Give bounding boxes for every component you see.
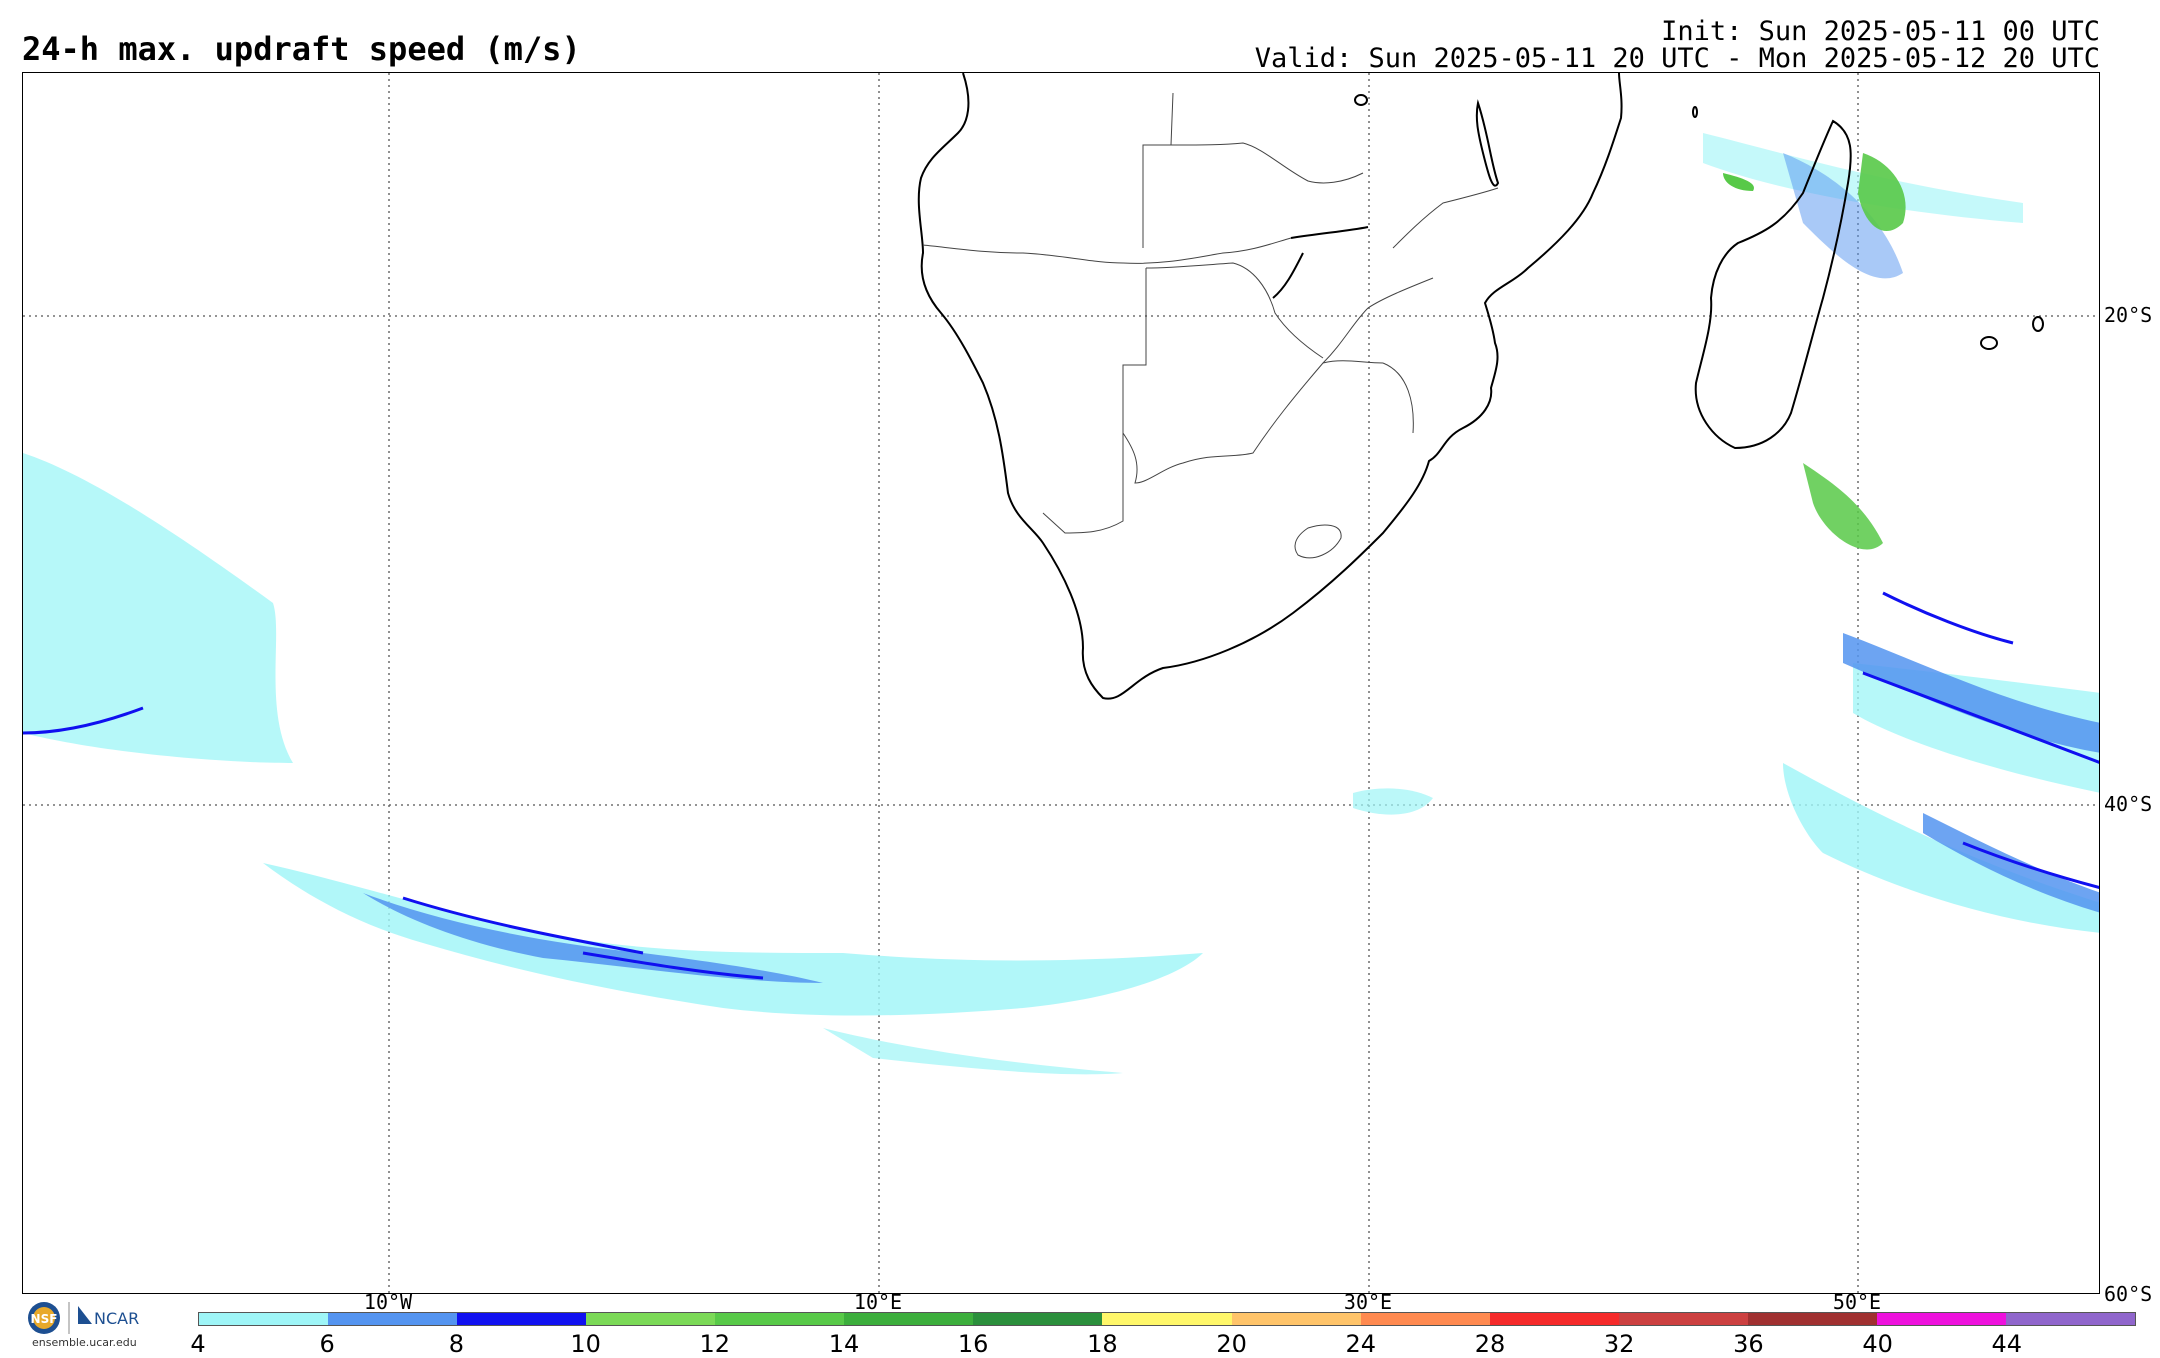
colorbar [198,1312,2136,1326]
colorbar-tick-label: 14 [828,1330,860,1358]
colorbar-segment [715,1313,845,1325]
colorbar-segment [1876,1313,2006,1325]
colorbar-tick-label: 8 [448,1330,465,1358]
colorbar-tick-label: 6 [319,1330,335,1358]
colorbar-tick-label: 16 [957,1330,989,1358]
colorbar-segment [328,1313,458,1325]
colorbar-tick-label: 20 [1216,1330,1247,1358]
colorbar-tick-label: 36 [1733,1330,1764,1358]
coastline [917,73,2044,700]
org-logo: NSF NCAR [22,1298,162,1354]
colorbar-tick-label: 44 [1991,1330,2023,1358]
colorbar-tick-label: 24 [1345,1330,1377,1358]
colorbar-segment [199,1313,329,1325]
country-borders [922,92,1499,559]
colorbar-segment [1489,1313,1619,1325]
colorbar-tick-label: 12 [699,1330,731,1358]
colorbar-segment [1102,1313,1232,1325]
colorbar-tick-label: 40 [1862,1330,1893,1358]
colorbar-segment [1747,1313,1877,1325]
map-title: 24-h max. updraft speed (m/s) [22,30,581,68]
lat-label-20s: 20°S [2104,303,2153,327]
colorbar-tick-label: 10 [570,1330,601,1358]
logo-url: ensemble.ucar.edu [32,1336,137,1349]
init-time: Init: Sun 2025-05-11 00 UTC [1661,16,2100,47]
colorbar-segment [457,1313,587,1325]
map-area[interactable] [22,72,2100,1294]
lat-label-40s: 40°S [2104,792,2153,816]
lon-label-30e: 30°E [1343,1290,1393,1314]
colorbar-tick-label: 4 [190,1330,206,1358]
colorbar-segment [586,1313,716,1325]
colorbar-segment [973,1313,1103,1325]
colorbar-segment [2005,1313,2135,1325]
lon-label-50e: 50°E [1832,1290,1882,1314]
colorbar-segment [844,1313,974,1325]
ncar-text: NCAR [94,1309,139,1328]
colorbar-tick-label: 32 [1603,1330,1635,1358]
lon-label-10e: 10°E [853,1290,903,1314]
colorbar-segment [1360,1313,1490,1325]
colorbar-segment [1618,1313,1748,1325]
ncar-logo-icon [78,1306,92,1324]
valid-time: Valid: Sun 2025-05-11 20 UTC - Mon 2025-… [1254,43,2100,74]
colorbar-tick-label: 18 [1087,1330,1118,1358]
updraft-green-cells [1723,153,1906,550]
updraft-streaks [23,591,2099,980]
lat-label-60s: 60°S [2104,1282,2153,1306]
updraft-field-light [23,133,2099,1075]
colorbar-tick-label: 28 [1474,1330,1506,1358]
colorbar-segment [1231,1313,1361,1325]
forecast-times: Init: Sun 2025-05-11 00 UTC Valid: Sun 2… [1255,18,2100,72]
graticule [23,73,2099,1293]
lon-label-10w: 10°W [363,1290,413,1314]
nsf-text: NSF [31,1312,58,1326]
map-svg [23,73,2099,1293]
